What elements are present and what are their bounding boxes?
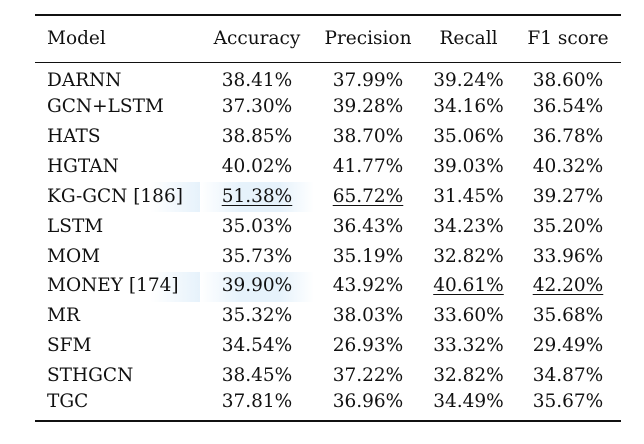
accuracy-cell: 34.54% [221, 335, 293, 357]
accuracy-cell: 38.41% [221, 70, 293, 92]
table-body: DARNN 38.41% 37.99% 39.24% 38.60% GCN+LS… [35, 63, 621, 422]
precision-value-underlined: 65.72% [332, 185, 404, 207]
model-name-cell: MONEY [174] [35, 271, 200, 302]
precision-cell: 37.99% [332, 70, 404, 92]
table-row-highlighted: KG-GCN [186] 51.38% 65.72% 31.45% 39.27% [35, 182, 621, 212]
table-row: LSTM 35.03% 36.43% 34.23% 35.20% [35, 212, 621, 242]
table-row: MOM 35.73% 35.19% 32.82% 33.96% [35, 242, 621, 272]
recall-cell: 31.45% [433, 185, 504, 207]
accuracy-cell: 38.85% [221, 125, 293, 147]
recall-cell: 39.03% [433, 155, 504, 177]
recall-cell: 32.82% [433, 245, 504, 267]
recall-cell: 40.61% [422, 272, 515, 302]
recall-value-underlined: 40.61% [433, 275, 504, 297]
accuracy-cell: 37.30% [221, 96, 293, 118]
model-name-cell: DARNN [47, 70, 122, 92]
accuracy-cell: 38.45% [221, 365, 293, 387]
table-row: HATS 38.85% 38.70% 35.06% 36.78% [35, 122, 621, 152]
header-accuracy: Accuracy [213, 27, 301, 49]
model-name-cell: HGTAN [47, 155, 119, 177]
f1-cell: 35.20% [532, 215, 604, 237]
f1-cell: 39.27% [532, 185, 604, 207]
accuracy-cell: 35.73% [221, 245, 293, 267]
model-name-cell: MR [47, 305, 80, 327]
precision-cell: 38.70% [332, 125, 404, 147]
table-row: GCN+LSTM 37.30% 39.28% 34.16% 36.54% [35, 92, 621, 122]
table-row: STHGCN 38.45% 37.22% 32.82% 34.87% [35, 361, 621, 391]
recall-cell: 34.49% [433, 391, 504, 413]
f1-cell: 34.87% [532, 365, 604, 387]
table-row: DARNN 38.41% 37.99% 39.24% 38.60% [35, 63, 621, 93]
model-name-cell: TGC [47, 391, 89, 413]
model-name-cell: LSTM [47, 215, 104, 237]
results-table: Model Accuracy Precision Recall F1 score… [35, 14, 621, 422]
precision-cell: 41.77% [332, 155, 404, 177]
precision-cell: 39.28% [332, 96, 404, 118]
recall-cell: 34.23% [433, 215, 504, 237]
recall-cell: 32.82% [433, 365, 504, 387]
f1-cell: 42.20% [515, 272, 621, 302]
header-f1-score: F1 score [527, 27, 609, 49]
table-row-highlighted: MONEY [174] 39.90% 43.92% 40.61% 42.20% [35, 271, 621, 302]
header-recall: Recall [439, 27, 498, 49]
recall-cell: 35.06% [433, 125, 504, 147]
table-row: TGC 37.81% 36.96% 34.49% 35.67% [35, 391, 621, 422]
accuracy-value-underlined: 51.38% [221, 185, 293, 207]
header-precision: Precision [324, 27, 412, 49]
model-name-cell: HATS [47, 125, 101, 147]
table-header: Model Accuracy Precision Recall F1 score [35, 15, 621, 63]
precision-cell: 43.92% [332, 275, 404, 297]
accuracy-cell: 51.38% [200, 182, 314, 212]
recall-cell: 34.16% [433, 96, 504, 118]
accuracy-cell: 40.02% [221, 155, 293, 177]
precision-cell: 35.19% [332, 245, 404, 267]
model-name-cell: SFM [47, 335, 92, 357]
precision-cell: 26.93% [332, 335, 404, 357]
precision-cell: 38.03% [332, 305, 404, 327]
recall-cell: 33.60% [433, 305, 504, 327]
table-row: HGTAN 40.02% 41.77% 39.03% 40.32% [35, 152, 621, 182]
f1-cell: 40.32% [532, 155, 604, 177]
table-row: SFM 34.54% 26.93% 33.32% 29.49% [35, 332, 621, 362]
header-row: Model Accuracy Precision Recall F1 score [35, 15, 621, 63]
precision-cell: 36.96% [332, 391, 404, 413]
f1-cell: 35.67% [532, 391, 604, 413]
model-name-cell: GCN+LSTM [47, 96, 164, 118]
recall-cell: 33.32% [433, 335, 504, 357]
results-table-container: Model Accuracy Precision Recall F1 score… [35, 14, 621, 422]
f1-cell: 36.78% [532, 125, 604, 147]
f1-cell: 35.68% [532, 305, 604, 327]
recall-cell: 39.24% [433, 70, 504, 92]
precision-cell: 65.72% [314, 182, 422, 212]
accuracy-cell: 39.90% [200, 271, 314, 302]
model-name-cell: STHGCN [47, 365, 134, 387]
f1-cell: 29.49% [532, 335, 604, 357]
f1-cell: 38.60% [532, 70, 604, 92]
table-row: MR 35.32% 38.03% 33.60% 35.68% [35, 302, 621, 332]
precision-cell: 37.22% [332, 365, 404, 387]
header-model: Model [47, 27, 106, 49]
f1-cell: 33.96% [532, 245, 604, 267]
model-name-cell: KG-GCN [186] [35, 182, 200, 212]
f1-value-underlined: 42.20% [532, 275, 604, 297]
accuracy-cell: 35.32% [221, 305, 293, 327]
f1-cell: 36.54% [532, 96, 604, 118]
accuracy-cell: 35.03% [221, 215, 293, 237]
precision-cell: 36.43% [332, 215, 404, 237]
model-name-cell: MOM [47, 245, 101, 267]
accuracy-cell: 37.81% [221, 391, 293, 413]
